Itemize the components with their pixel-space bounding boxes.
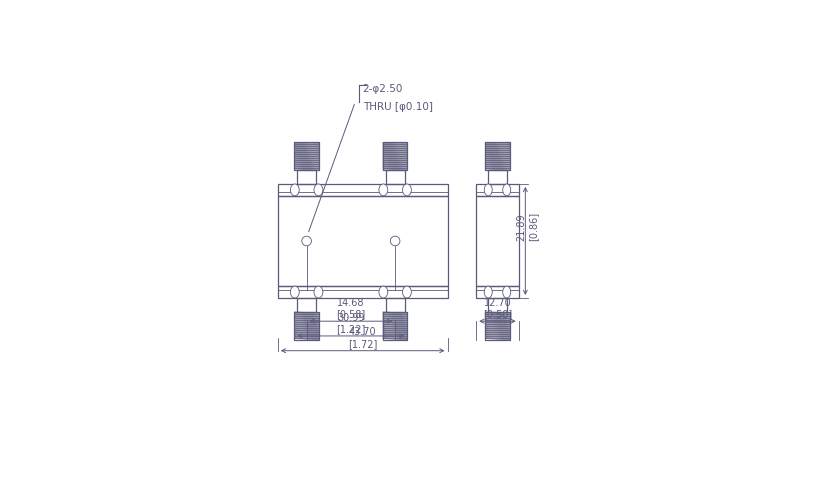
Text: THRU [φ0.10]: THRU [φ0.10] [363, 102, 432, 112]
Bar [383, 142, 408, 170]
Ellipse shape [484, 286, 492, 298]
Bar [278, 196, 447, 286]
Bar [386, 298, 405, 312]
Bar [486, 142, 510, 170]
Text: 2-φ2.50: 2-φ2.50 [363, 84, 403, 94]
Bar [297, 298, 316, 312]
Bar [476, 196, 519, 286]
Ellipse shape [290, 286, 300, 298]
Ellipse shape [503, 184, 510, 196]
Bar [295, 142, 319, 170]
Bar [488, 170, 507, 184]
Circle shape [302, 236, 311, 246]
Ellipse shape [503, 286, 510, 298]
Ellipse shape [379, 184, 388, 196]
Bar [488, 298, 507, 312]
Bar [278, 286, 447, 298]
Text: 30.99
[1.22]: 30.99 [1.22] [336, 312, 365, 334]
Bar [297, 170, 316, 184]
Bar [278, 184, 447, 196]
Ellipse shape [484, 184, 492, 196]
Bar [476, 184, 519, 196]
Text: 21.89
[0.86]: 21.89 [0.86] [517, 212, 539, 241]
Text: 14.68
[0.58]: 14.68 [0.58] [336, 298, 365, 319]
Bar [476, 286, 519, 298]
Ellipse shape [403, 286, 412, 298]
Bar [486, 312, 510, 340]
Bar [386, 170, 405, 184]
Ellipse shape [379, 286, 388, 298]
Bar [383, 312, 408, 340]
Ellipse shape [314, 184, 323, 196]
Bar [295, 312, 319, 340]
Ellipse shape [403, 184, 412, 196]
Text: 12.70
[0.50]: 12.70 [0.50] [483, 298, 512, 319]
Text: 43.70
[1.72]: 43.70 [1.72] [348, 327, 378, 349]
Ellipse shape [290, 184, 300, 196]
Circle shape [390, 236, 400, 246]
Ellipse shape [314, 286, 323, 298]
